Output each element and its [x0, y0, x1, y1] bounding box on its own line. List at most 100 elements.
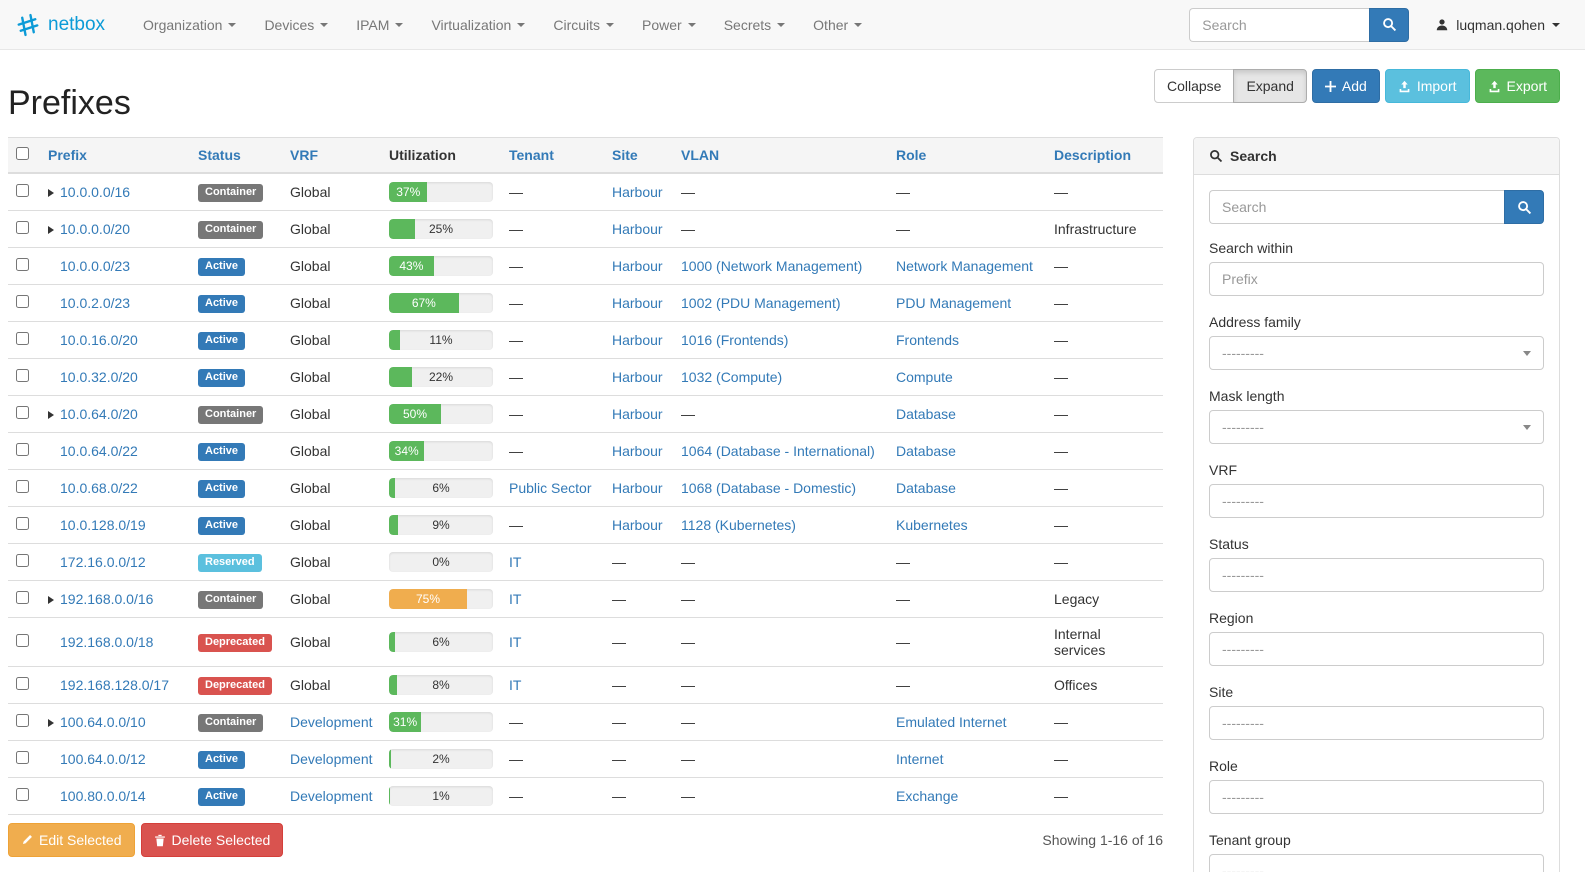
site-cell-text[interactable]: Harbour [612, 406, 663, 422]
row-checkbox[interactable] [16, 480, 29, 493]
prefix-link[interactable]: 10.0.68.0/22 [60, 480, 138, 496]
prefix-link[interactable]: 10.0.32.0/20 [60, 369, 138, 385]
prefix-link[interactable]: 10.0.0.0/20 [60, 221, 131, 237]
row-checkbox[interactable] [16, 184, 29, 197]
role-cell-text[interactable]: PDU Management [896, 295, 1012, 311]
vlan-cell-text[interactable]: 1128 (Kubernetes) [681, 517, 796, 533]
row-checkbox[interactable] [16, 406, 29, 419]
tenant-cell-text[interactable]: IT [509, 554, 522, 570]
vlan-cell-text[interactable]: 1016 (Frontends) [681, 332, 789, 348]
import-button[interactable]: Import [1384, 69, 1470, 103]
column-header-site[interactable]: Site [604, 137, 673, 174]
site-cell-text[interactable]: Harbour [612, 258, 663, 274]
row-checkbox[interactable] [16, 258, 29, 271]
column-header-status[interactable]: Status [190, 137, 282, 174]
filter-select-tenant-group[interactable]: --------- [1209, 854, 1544, 872]
row-checkbox[interactable] [16, 295, 29, 308]
filter-select-site[interactable]: --------- [1209, 706, 1544, 740]
tenant-cell-text[interactable]: IT [509, 634, 522, 650]
site-cell-text[interactable]: Harbour [612, 443, 663, 459]
navbar-search-input[interactable] [1189, 7, 1370, 42]
nav-item-organization[interactable]: Organization [129, 0, 250, 49]
site-cell-text[interactable]: Harbour [612, 369, 663, 385]
nav-item-circuits[interactable]: Circuits [539, 0, 628, 49]
vlan-cell-text[interactable]: 1068 (Database - Domestic) [681, 480, 857, 496]
expand-caret-icon[interactable] [48, 189, 54, 197]
filter-input-search-within[interactable] [1209, 262, 1544, 296]
nav-item-devices[interactable]: Devices [250, 0, 342, 49]
nav-item-other[interactable]: Other [799, 0, 876, 49]
row-checkbox[interactable] [16, 443, 29, 456]
prefix-link[interactable]: 100.64.0.0/12 [60, 751, 146, 767]
role-cell-text[interactable]: Exchange [896, 788, 959, 804]
prefix-link[interactable]: 10.0.16.0/20 [60, 332, 138, 348]
netbox-brand[interactable]: netbox [15, 12, 105, 38]
prefix-link[interactable]: 10.0.0.0/16 [60, 184, 131, 200]
vlan-cell-text[interactable]: 1032 (Compute) [681, 369, 783, 385]
tenant-cell-text[interactable]: IT [509, 677, 522, 693]
column-header-vlan[interactable]: VLAN [673, 137, 888, 174]
edit-selected-button[interactable]: Edit Selected [8, 823, 135, 857]
row-checkbox[interactable] [16, 332, 29, 345]
filter-select-status[interactable]: --------- [1209, 558, 1544, 592]
expand-caret-icon[interactable] [48, 226, 54, 234]
filter-select-role[interactable]: --------- [1209, 780, 1544, 814]
expand-caret-icon[interactable] [48, 411, 54, 419]
role-cell-text[interactable]: Emulated Internet [896, 714, 1007, 730]
nav-item-power[interactable]: Power [628, 0, 710, 49]
collapse-button[interactable]: Collapse [1153, 69, 1235, 103]
column-header-vrf[interactable]: VRF [282, 137, 381, 174]
row-checkbox[interactable] [16, 714, 29, 727]
prefix-link[interactable]: 100.80.0.0/14 [60, 788, 146, 804]
prefix-link[interactable]: 10.0.0.0/23 [60, 258, 131, 274]
site-cell-text[interactable]: Harbour [612, 184, 663, 200]
sidebar-search-input[interactable] [1209, 190, 1504, 224]
row-checkbox[interactable] [16, 591, 29, 604]
column-header-description[interactable]: Description [1046, 137, 1163, 174]
row-checkbox[interactable] [16, 677, 29, 690]
prefix-link[interactable]: 10.0.128.0/19 [60, 517, 146, 533]
site-cell-text[interactable]: Harbour [612, 517, 663, 533]
row-checkbox[interactable] [16, 221, 29, 234]
prefix-link[interactable]: 192.168.0.0/18 [60, 634, 154, 650]
export-button[interactable]: Export [1474, 69, 1560, 103]
prefix-link[interactable]: 10.0.64.0/20 [60, 406, 138, 422]
vrf-cell-text[interactable]: Development [290, 751, 373, 767]
prefix-link[interactable]: 10.0.64.0/22 [60, 443, 138, 459]
row-checkbox[interactable] [16, 751, 29, 764]
filter-select-address-family[interactable]: --------- [1209, 336, 1544, 370]
site-cell-text[interactable]: Harbour [612, 332, 663, 348]
row-checkbox[interactable] [16, 369, 29, 382]
filter-select-mask-length[interactable]: --------- [1209, 410, 1544, 444]
vlan-cell-text[interactable]: 1000 (Network Management) [681, 258, 863, 274]
column-header-prefix[interactable]: Prefix [40, 137, 190, 174]
sidebar-search-button[interactable] [1504, 190, 1544, 224]
navbar-search-button[interactable] [1369, 7, 1410, 42]
tenant-cell-text[interactable]: Public Sector [509, 480, 592, 496]
role-cell-text[interactable]: Database [896, 480, 956, 496]
vlan-cell-text[interactable]: 1064 (Database - International) [681, 443, 875, 459]
nav-item-secrets[interactable]: Secrets [710, 0, 799, 49]
site-cell-text[interactable]: Harbour [612, 221, 663, 237]
filter-select-region[interactable]: --------- [1209, 632, 1544, 666]
expand-caret-icon[interactable] [48, 719, 54, 727]
vlan-cell-text[interactable]: 1002 (PDU Management) [681, 295, 841, 311]
prefix-link[interactable]: 100.64.0.0/10 [60, 714, 146, 730]
filter-select-vrf[interactable]: --------- [1209, 484, 1544, 518]
role-cell-text[interactable]: Frontends [896, 332, 960, 348]
vrf-cell-text[interactable]: Development [290, 788, 373, 804]
prefix-link[interactable]: 192.168.128.0/17 [60, 677, 169, 693]
expand-caret-icon[interactable] [48, 596, 54, 604]
vrf-cell-text[interactable]: Development [290, 714, 373, 730]
column-header-role[interactable]: Role [888, 137, 1046, 174]
role-cell-text[interactable]: Internet [896, 751, 944, 767]
role-cell-text[interactable]: Database [896, 406, 956, 422]
role-cell-text[interactable]: Compute [896, 369, 953, 385]
role-cell-text[interactable]: Kubernetes [896, 517, 968, 533]
row-checkbox[interactable] [16, 517, 29, 530]
select-all-checkbox[interactable] [16, 147, 29, 160]
nav-item-ipam[interactable]: IPAM [342, 0, 417, 49]
role-cell-text[interactable]: Database [896, 443, 956, 459]
prefix-link[interactable]: 192.168.0.0/16 [60, 591, 154, 607]
expand-button[interactable]: Expand [1233, 69, 1307, 103]
